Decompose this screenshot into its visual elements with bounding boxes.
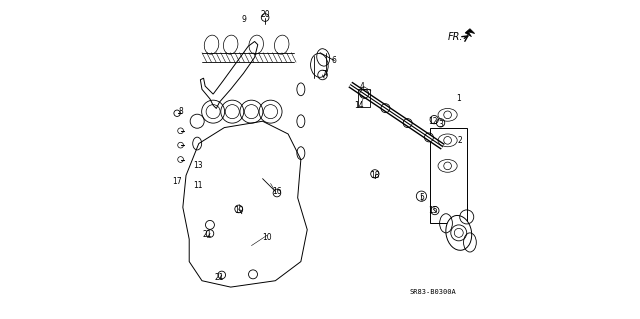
Text: FR.: FR. <box>448 32 463 42</box>
Text: 15: 15 <box>428 206 438 215</box>
Text: 2: 2 <box>458 136 463 145</box>
Text: 10: 10 <box>262 233 272 242</box>
Text: 21: 21 <box>215 273 224 282</box>
Text: 5: 5 <box>419 193 424 202</box>
Ellipse shape <box>446 215 472 250</box>
Text: 14: 14 <box>355 101 364 110</box>
Text: 11: 11 <box>193 181 203 189</box>
Text: 6: 6 <box>332 56 337 65</box>
Text: 19: 19 <box>234 206 243 215</box>
Text: 3: 3 <box>438 120 443 129</box>
Text: 12: 12 <box>429 117 438 126</box>
Text: 13: 13 <box>193 161 203 170</box>
Text: 21: 21 <box>203 230 212 239</box>
Text: 9: 9 <box>242 15 247 24</box>
Text: 18: 18 <box>370 171 380 180</box>
Text: 8: 8 <box>179 107 184 116</box>
Bar <box>358 89 371 107</box>
Text: 4: 4 <box>360 82 365 91</box>
Polygon shape <box>465 29 475 37</box>
Text: 17: 17 <box>172 177 182 186</box>
Text: 1: 1 <box>456 94 461 103</box>
Text: 16: 16 <box>272 187 282 196</box>
Text: 20: 20 <box>260 10 269 19</box>
Text: SR83-B0300A: SR83-B0300A <box>410 289 456 295</box>
Text: 7: 7 <box>322 70 326 79</box>
